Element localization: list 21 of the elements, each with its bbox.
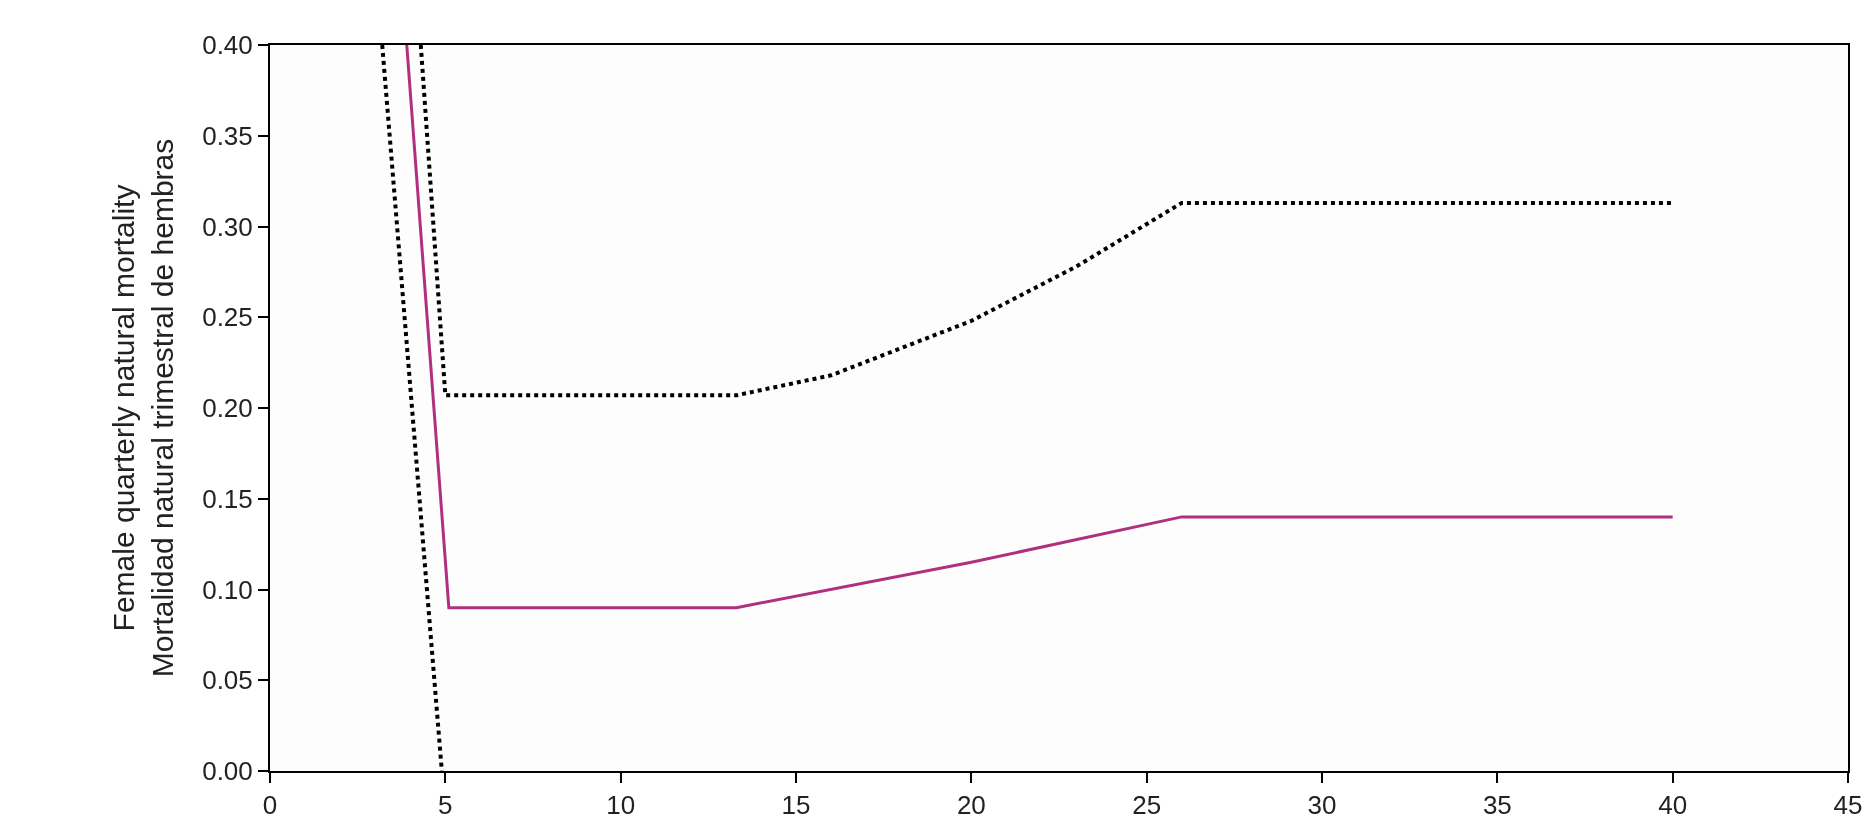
x-tick-label: 5 [438,790,453,821]
y-tick-label: 0.25 [202,302,253,333]
x-tick-label: 30 [1307,790,1337,821]
x-tick-label: 35 [1482,790,1512,821]
x-tick-label: 10 [606,790,636,821]
y-tick-label: 0.20 [202,393,253,424]
y-tick-label: 0.05 [202,665,253,696]
x-tick-label: 15 [781,790,811,821]
y-tick-label: 0.10 [202,574,253,605]
y-axis-title: Female quarterly natural mortality Mortalidad natural trimestral de hembras [106,138,179,678]
x-tick-label: 0 [262,790,278,821]
x-tick-label: 25 [1132,790,1162,821]
y-tick-label: 0.35 [202,120,253,151]
y-tick-label: 0.40 [202,30,253,61]
x-tick-label: 20 [956,790,986,821]
x-tick-label: 45 [1833,790,1863,821]
x-tick-label: 40 [1658,790,1688,821]
y-tick-label: 0.30 [202,211,253,242]
line-series [405,45,1675,610]
y-tick-label: 0.15 [202,483,253,514]
y-tick-label: 0.00 [202,756,253,787]
